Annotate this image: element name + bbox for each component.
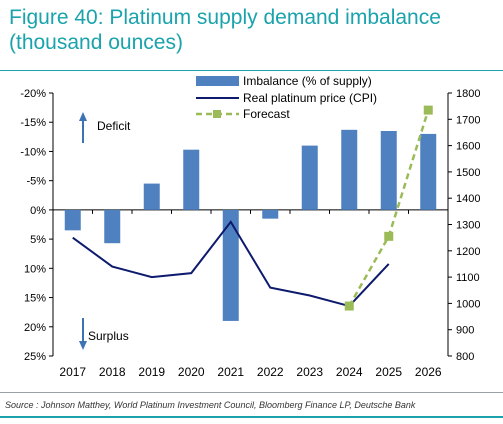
left-tick-label: 25% (24, 351, 46, 363)
x-tick-label: 2019 (138, 365, 165, 379)
right-tick-label: 1100 (456, 272, 480, 284)
legend-marker-forecast (213, 110, 221, 118)
bar-2019 (143, 183, 160, 210)
right-tick-label: 1800 (456, 88, 480, 100)
bottom-divider (0, 416, 503, 418)
right-tick-label: 1400 (456, 193, 480, 205)
forecast-marker (423, 105, 433, 115)
left-tick-label: -5% (26, 176, 46, 188)
x-tick-label: 2020 (178, 365, 205, 379)
source-note: Source : Johnson Matthey, World Platinum… (5, 400, 416, 410)
legend-label-price: Real platinum price (CPI) (243, 91, 377, 105)
left-tick-label: -10% (20, 146, 46, 158)
bar-2024 (341, 129, 358, 210)
left-tick-label: -15% (20, 117, 46, 129)
x-tick-label: 2026 (415, 365, 442, 379)
left-tick-label: 5% (30, 234, 46, 246)
right-tick-label: 1500 (456, 167, 480, 179)
bar-2018 (104, 209, 121, 244)
chart-axes: -20% -15% -10% -5% 0% 5% 10% 15% 20% 25% 800 900 100… (20, 88, 480, 379)
bar-2021 (222, 209, 239, 321)
right-tick-label: 1300 (456, 220, 480, 232)
right-tick-label: 1000 (456, 298, 480, 310)
right-tick-label: 1600 (456, 141, 480, 153)
title-divider (0, 70, 503, 71)
forecast-marker (344, 301, 354, 311)
bar-2017 (64, 209, 81, 231)
right-tick-label: 800 (456, 351, 474, 363)
legend-label-forecast: Forecast (243, 107, 290, 121)
left-tick-label: 15% (24, 293, 46, 305)
chart-title: Figure 40: Platinum supply demand imbala… (9, 6, 441, 54)
left-tick-label: 10% (24, 263, 46, 275)
x-tick-label: 2025 (375, 365, 402, 379)
legend-swatch-imbalance (196, 76, 239, 86)
deficit-label: Deficit (97, 119, 131, 133)
bar-2025 (380, 130, 397, 210)
price-line (72, 220, 390, 308)
annotations: Deficit Surplus (79, 112, 131, 350)
x-tick-label: 2021 (217, 365, 244, 379)
forecast-marker (384, 231, 394, 241)
legend-label-imbalance: Imbalance (% of supply) (243, 74, 372, 88)
bar-2020 (183, 149, 200, 210)
surplus-label: Surplus (88, 329, 129, 343)
right-tick-label: 1700 (456, 114, 480, 126)
x-tick-label: 2022 (257, 365, 284, 379)
x-tick-label: 2023 (296, 365, 323, 379)
chart: -20% -15% -10% -5% 0% 5% 10% 15% 20% 25% 800 900 100… (20, 74, 480, 379)
surplus-arrow-icon (79, 341, 87, 350)
right-tick-label: 900 (456, 325, 474, 337)
bar-2026 (420, 133, 437, 210)
left-tick-label: -20% (20, 88, 46, 100)
x-tick-label: 2024 (336, 365, 363, 379)
left-tick-label: 0% (30, 205, 46, 217)
bar-2023 (301, 145, 318, 210)
source-divider (0, 392, 503, 393)
line-series (72, 105, 433, 311)
bar-2022 (262, 209, 279, 219)
x-tick-label: 2017 (59, 365, 86, 379)
x-tick-label: 2018 (99, 365, 126, 379)
bar-series (64, 129, 437, 321)
left-tick-label: 20% (24, 322, 46, 334)
deficit-arrow-icon (79, 112, 87, 121)
legend: Imbalance (% of supply) Real platinum pri… (196, 74, 377, 121)
right-tick-label: 1200 (456, 246, 480, 258)
